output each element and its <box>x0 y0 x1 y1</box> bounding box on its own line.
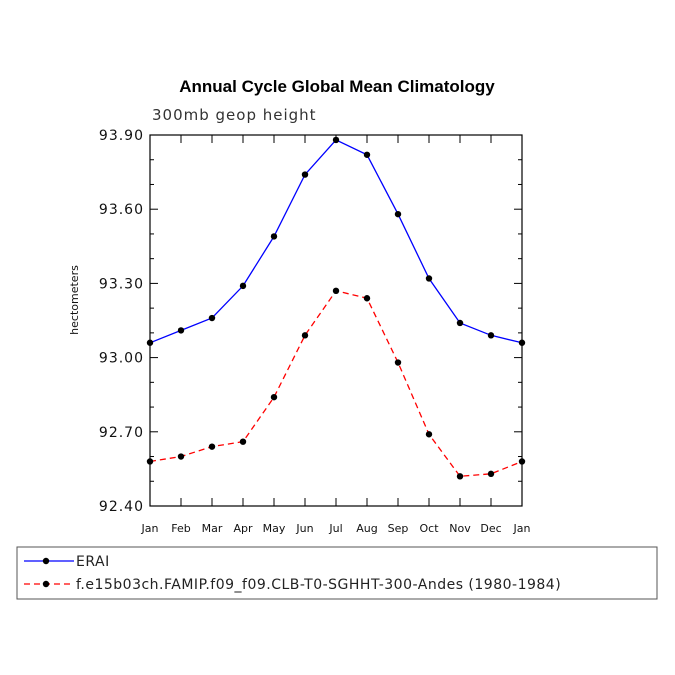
x-tick-label: Jul <box>328 522 342 535</box>
chart-title: Annual Cycle Global Mean Climatology <box>179 77 495 96</box>
series-group <box>146 136 526 480</box>
series-1-point <box>332 136 340 144</box>
x-tick-label: Apr <box>233 522 253 535</box>
series-1-point <box>487 332 495 339</box>
x-tick-label: Jun <box>295 522 313 535</box>
x-tick-label: Jan <box>513 522 531 535</box>
legend-marker-1 <box>42 557 50 565</box>
series-1-point <box>456 319 464 327</box>
legend-marker-2 <box>42 580 50 588</box>
legend-box <box>16 546 658 600</box>
y-axis-label: hectometers <box>68 265 81 335</box>
x-tick-label: Jan <box>141 522 159 535</box>
series-2-point <box>363 295 371 302</box>
series-2-point <box>394 359 402 366</box>
series-1-point <box>146 339 154 346</box>
y-tick-label: 93.00 <box>99 351 144 367</box>
legend: ERAI f.e15b03ch.FAMIP.f09_f09.CLB-T0-SGHH… <box>24 554 561 593</box>
series-2-point <box>301 332 309 339</box>
chart-subtitle: 300mb geop height <box>152 106 317 124</box>
legend-label-2: f.e15b03ch.FAMIP.f09_f09.CLB-T0-SGHHT-30… <box>76 577 561 593</box>
series-1-point <box>425 275 433 282</box>
x-tick-label: Nov <box>449 522 471 535</box>
y-tick-label: 93.90 <box>99 128 144 144</box>
series-2-point <box>208 443 216 450</box>
series-2-point <box>146 458 154 465</box>
y-tick-label: 93.30 <box>99 276 144 292</box>
series-1-point <box>518 339 526 346</box>
series-2-point <box>487 470 495 478</box>
series-1-point <box>363 151 371 158</box>
series-2-point <box>518 458 526 465</box>
series-1-point <box>394 210 402 218</box>
x-tick-label: Mar <box>202 522 223 535</box>
x-tick-label: Dec <box>480 522 501 535</box>
legend-label-1: ERAI <box>76 554 110 570</box>
axes-group: 92.40 92.70 93.00 93.30 93.60 93.90 Jan Feb Mar A… <box>99 128 531 535</box>
x-tick-label: Sep <box>388 522 409 535</box>
series-2-point <box>425 431 433 438</box>
series-2-point <box>456 473 464 480</box>
series-line-2 <box>149 290 523 477</box>
x-tick-label: Feb <box>171 522 190 535</box>
series-2-point <box>239 438 247 445</box>
series-2-point <box>270 393 278 401</box>
series-1-point <box>239 282 247 290</box>
series-2-point <box>332 287 340 295</box>
x-tick-label: Aug <box>356 522 377 535</box>
x-tick-label: Oct <box>419 522 439 535</box>
y-tick-label: 92.70 <box>99 425 144 441</box>
series-1-point <box>177 327 185 334</box>
series-1-point <box>301 171 309 178</box>
series-1-point <box>208 314 216 322</box>
y-tick-label: 92.40 <box>99 499 144 515</box>
x-tick-label: May <box>263 522 286 535</box>
series-1-point <box>270 233 278 240</box>
series-line-1 <box>149 139 523 344</box>
series-2-point <box>177 453 185 460</box>
y-tick-label: 93.60 <box>99 202 144 218</box>
